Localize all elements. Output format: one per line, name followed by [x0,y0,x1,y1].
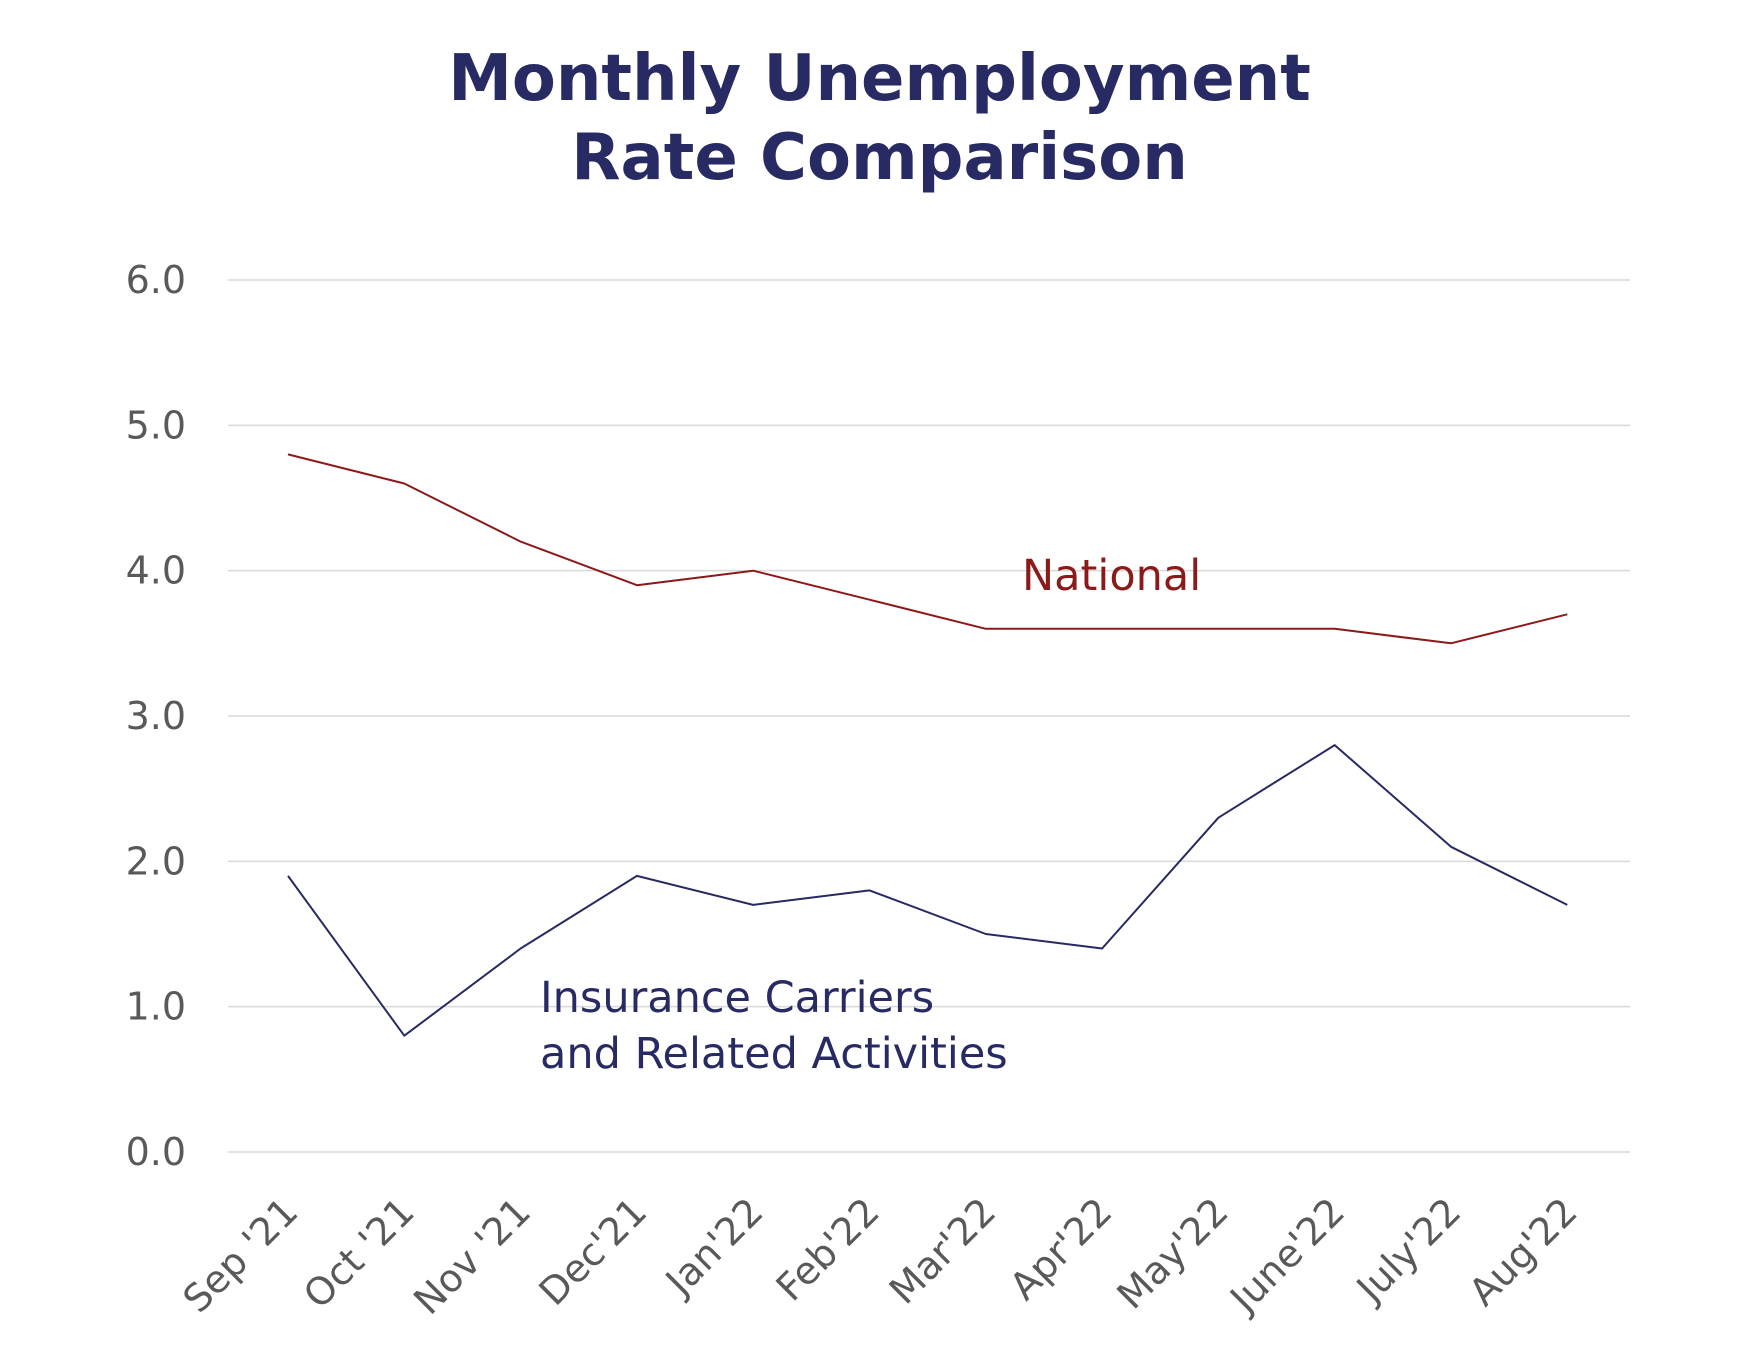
x-tick-label: July'22 [1347,1189,1469,1311]
y-tick-label: 5.0 [126,403,186,447]
y-tick-label: 4.0 [126,549,186,593]
y-tick-label: 1.0 [126,985,186,1029]
x-tick-label: Oct '21 [295,1189,423,1317]
x-tick-label: June'22 [1220,1189,1353,1322]
x-tick-label: Dec'21 [531,1189,656,1314]
x-tick-label: Mar'22 [881,1189,1004,1312]
series-labels: National Insurance Carriers and Related Ac… [540,551,1201,1079]
x-tick-label: Apr'22 [1001,1189,1120,1308]
chart-title-line-2: Rate Comparison [571,121,1188,195]
chart-title-line-1: Monthly Unemployment [448,42,1311,116]
series-label: Insurance Carriers [540,973,934,1023]
x-tick-label: Nov '21 [405,1189,539,1323]
gridlines [228,279,1630,1153]
x-tick-label: May'22 [1109,1189,1237,1317]
y-tick-label: 2.0 [126,839,186,883]
y-tick-label: 6.0 [126,258,186,302]
series-line-insurance-carriers [287,744,1568,1037]
x-tick-label: Jan'22 [656,1189,772,1305]
chart-title: Monthly Unemployment Rate Comparison [0,40,1759,198]
series-label: National [1022,551,1201,601]
x-tick-label: Aug'22 [1461,1189,1586,1314]
x-tick-label: Feb'22 [768,1189,888,1309]
series-label: and Related Activities [540,1029,1008,1079]
series-line-national [287,453,1568,645]
y-tick-label: 3.0 [126,694,186,738]
series-lines [287,453,1568,1037]
x-tick-label: Sep '21 [174,1189,306,1321]
y-tick-label: 0.0 [126,1130,186,1174]
y-axis-tick-labels: 0.0 1.0 2.0 3.0 4.0 5.0 6.0 [126,258,186,1174]
